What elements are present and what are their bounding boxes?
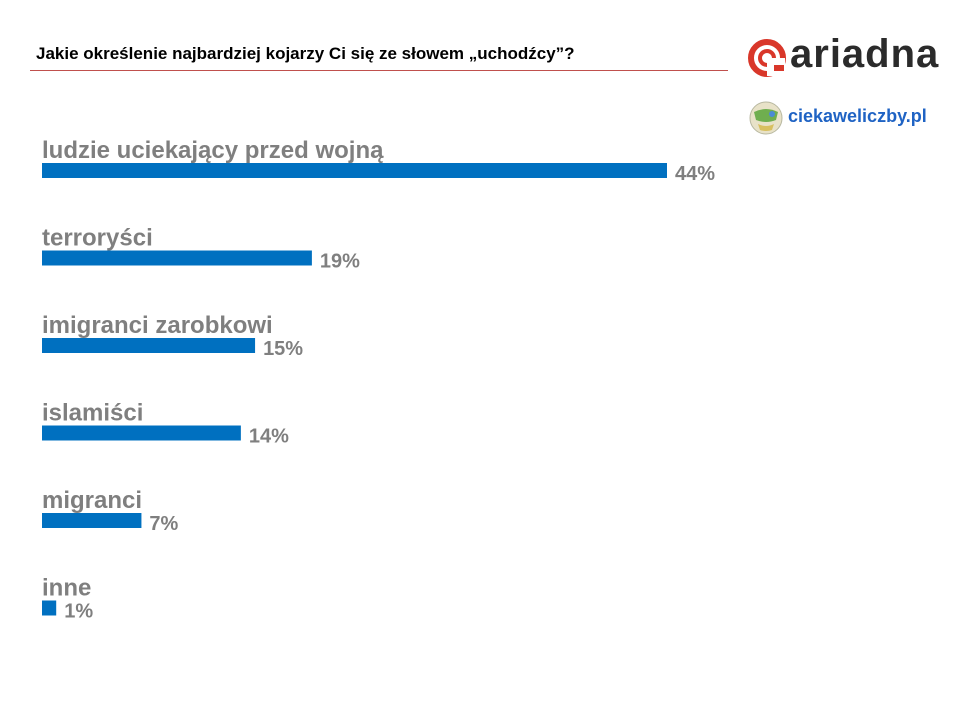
chart-title: Jakie określenie najbardziej kojarzy Ci … (36, 44, 575, 63)
category-label: ludzie uciekający przed wojną (42, 137, 384, 164)
bar (42, 338, 256, 353)
title-underline (30, 70, 728, 71)
category-label: islamiści (42, 400, 143, 427)
bar (42, 600, 57, 616)
value-label: 15% (263, 338, 303, 360)
bar (42, 250, 312, 266)
bar (42, 425, 241, 441)
bar (42, 163, 667, 178)
value-label: 44% (675, 163, 715, 185)
value-label: 7% (149, 513, 178, 535)
category-label: inne (42, 575, 91, 602)
value-label: 19% (320, 251, 360, 273)
category-label: imigranci zarobkowi (42, 312, 273, 339)
bar (42, 513, 142, 528)
globe-icon (749, 101, 783, 135)
category-label: terroryści (42, 225, 153, 252)
ciekaweliczby-logo-text: ciekaweliczby.pl (788, 106, 927, 126)
value-label: 1% (64, 601, 93, 623)
ariadna-logo-icon (748, 39, 786, 77)
category-label: migranci (42, 487, 142, 514)
ariadna-logo: ariadna (748, 32, 948, 80)
value-label: 14% (249, 426, 289, 448)
ciekaweliczby-logo: ciekaweliczby.pl (748, 98, 948, 138)
ariadna-logo-text: ariadna (790, 32, 940, 76)
